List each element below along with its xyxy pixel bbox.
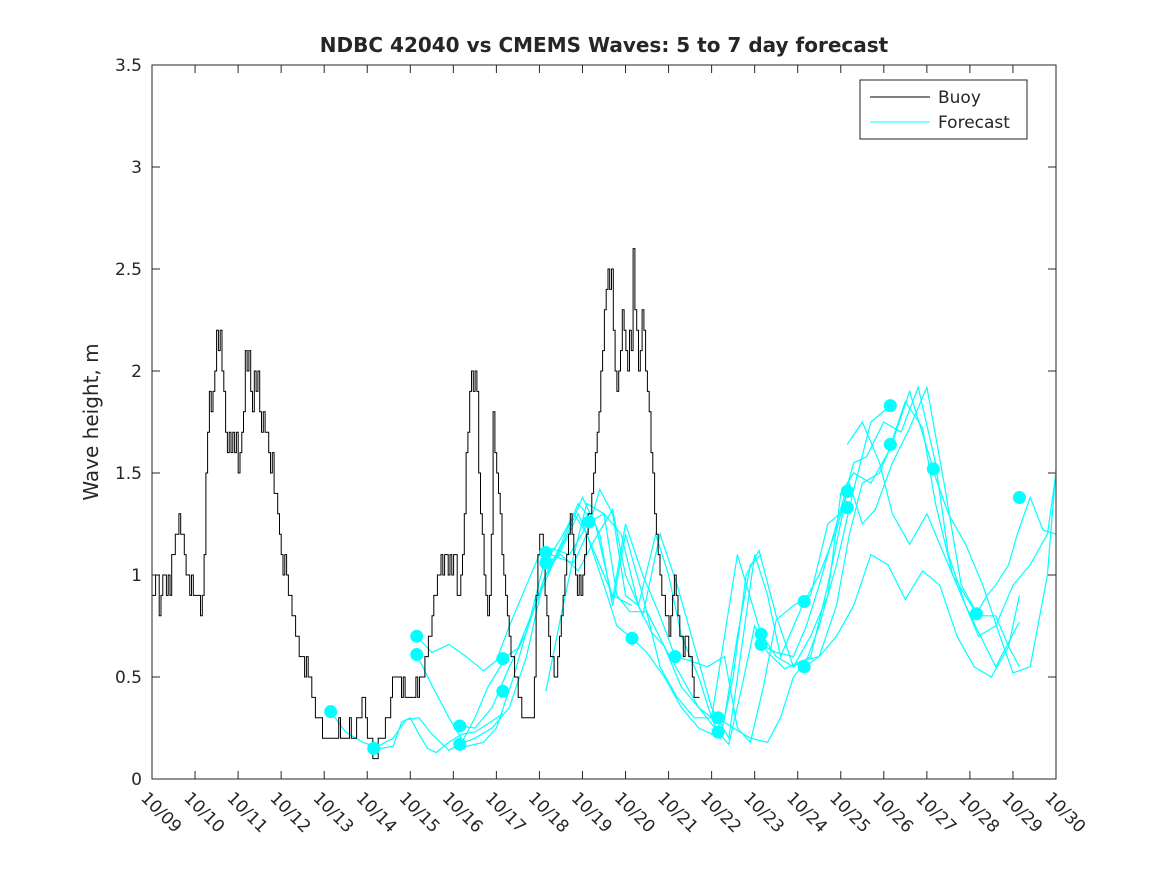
legend-forecast-label: Forecast (938, 113, 1010, 133)
legend: Buoy Forecast (859, 79, 1028, 140)
y-tick-label: 0.5 (115, 668, 142, 688)
y-tick-label: 1.5 (115, 464, 142, 484)
marker-layer (324, 399, 1026, 755)
series-layer (152, 248, 1057, 760)
tick-marks (151, 64, 1057, 780)
forecast-marker (969, 607, 983, 621)
forecast-marker (496, 652, 510, 666)
y-tick-label: 2.5 (115, 260, 142, 280)
forecast-marker (410, 648, 424, 662)
forecast-line (975, 495, 1057, 615)
forecast-marker (840, 501, 854, 515)
forecast-marker (797, 595, 811, 609)
forecast-marker (797, 660, 811, 674)
forecast-marker (711, 725, 725, 739)
forecast-marker (711, 711, 725, 725)
y-tick-label: 2 (131, 362, 142, 382)
forecast-line (545, 508, 805, 741)
plot-area (152, 65, 1056, 779)
forecast-line (545, 487, 762, 718)
forecast-marker (625, 631, 639, 645)
chart-title: NDBC 42040 vs CMEMS Waves: 5 to 7 day fo… (320, 33, 889, 57)
forecast-line (803, 553, 1020, 678)
forecast-marker (754, 627, 768, 641)
forecast-line (803, 385, 1020, 668)
forecast-marker (453, 719, 467, 733)
forecast-marker (1012, 490, 1026, 504)
forecast-marker (582, 515, 596, 529)
y-tick-label: 1 (131, 566, 142, 586)
y-tick-label: 3.5 (115, 56, 142, 76)
forecast-line (932, 468, 1057, 674)
y-tick-label: 0 (131, 770, 142, 790)
forecast-line (373, 662, 504, 752)
axes-box (151, 64, 1057, 780)
forecast-marker (883, 399, 897, 413)
forecast-marker (410, 629, 424, 643)
forecast-marker (883, 437, 897, 451)
forecast-marker (453, 737, 467, 751)
forecast-marker (496, 684, 510, 698)
forecast-line (674, 507, 848, 744)
forecast-line (760, 400, 977, 668)
forecast-marker (539, 556, 553, 570)
legend-buoy-label: Buoy (938, 88, 981, 108)
forecast-marker (324, 705, 338, 719)
forecast-line (846, 420, 1057, 638)
forecast-marker (367, 741, 381, 755)
forecast-line (631, 554, 762, 735)
forecast-marker (840, 484, 854, 498)
forecast-line (459, 502, 676, 745)
y-axis-label: Wave height, m (79, 343, 103, 500)
y-tick-label: 3 (131, 158, 142, 178)
forecast-marker (926, 462, 940, 476)
legend-box (859, 79, 1028, 140)
forecast-marker (668, 650, 682, 664)
forecast-marker (539, 546, 553, 560)
buoy-line (152, 248, 700, 760)
forecast-line (502, 496, 719, 719)
forecast-marker (754, 637, 768, 651)
forecast-line (416, 521, 590, 672)
